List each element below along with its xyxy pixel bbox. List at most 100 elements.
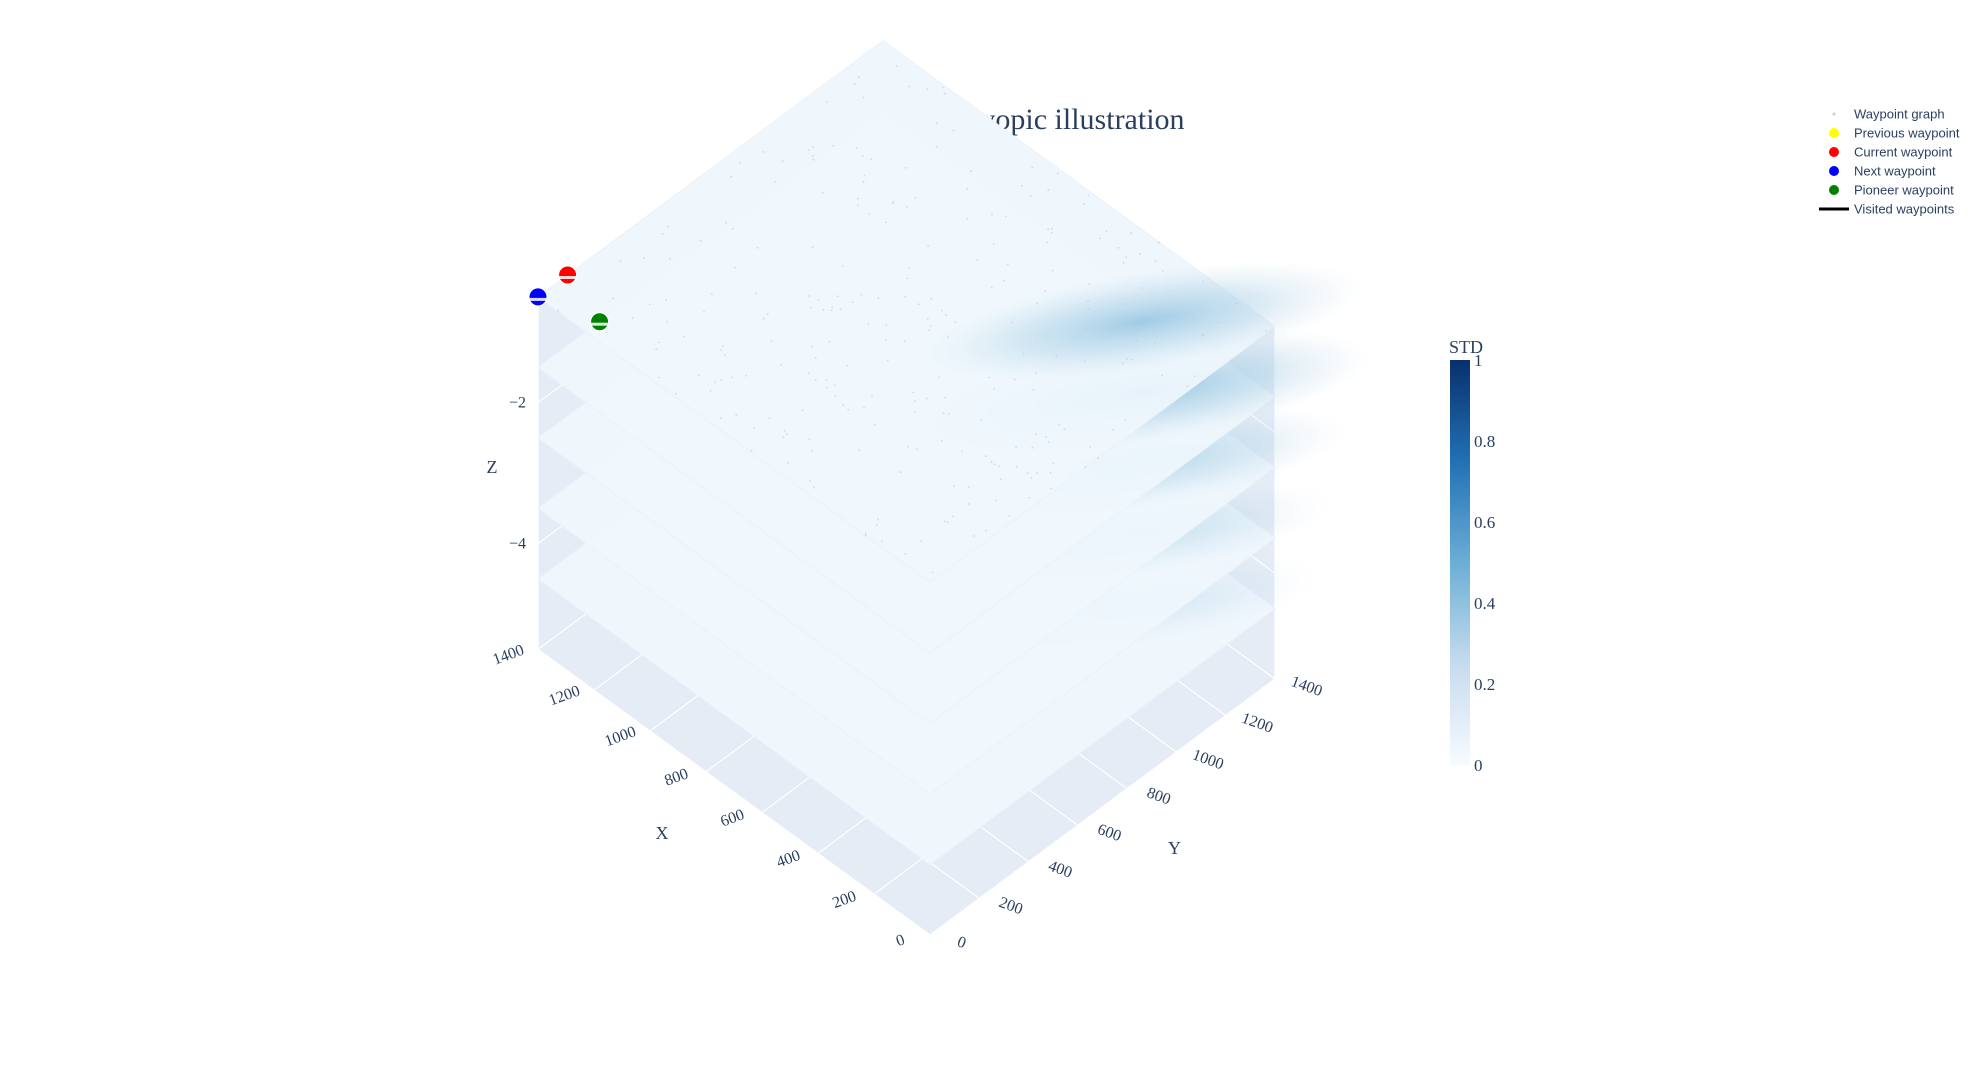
waypoint-graph-dot <box>739 161 741 164</box>
waypoint-graph-dot <box>612 297 615 300</box>
waypoint-graph-dot <box>770 340 773 343</box>
waypoint-graph-dot <box>699 239 702 242</box>
legend-item[interactable]: Previous waypoint <box>1829 126 1960 141</box>
waypoint-graph-dot <box>720 349 722 351</box>
waypoint-graph-dot <box>863 406 865 409</box>
slice-intersection <box>590 322 609 326</box>
waypoint-graph-dot <box>811 246 814 249</box>
legend-item[interactable]: Next waypoint <box>1829 164 1936 179</box>
current-waypoint-dot[interactable] <box>558 265 578 285</box>
waypoint-graph-dot <box>1202 280 1205 283</box>
legend-item[interactable]: Waypoint graph <box>1832 107 1945 122</box>
waypoint-graph-dot <box>648 303 651 306</box>
waypoint-graph-dot <box>1161 374 1163 377</box>
waypoint-graph-dot <box>1056 172 1059 175</box>
pioneer-waypoint-marker[interactable] <box>590 312 610 332</box>
waypoint-graph-dot <box>1153 342 1156 345</box>
waypoint-graph-dot <box>669 257 671 260</box>
legend[interactable]: Waypoint graph Previous waypoint Current w… <box>1819 107 1960 217</box>
waypoint-graph-dot <box>809 306 812 309</box>
waypoint-graph-dot <box>766 313 769 316</box>
legend-marker <box>1829 128 1839 138</box>
z-axis-title: Z <box>487 457 498 477</box>
waypoint-graph-dot <box>1035 433 1037 436</box>
waypoint-graph-dot <box>661 232 664 235</box>
waypoint-graph-dot <box>952 129 955 132</box>
waypoint-graph-dot <box>861 155 864 158</box>
waypoint-graph-dot <box>720 417 722 419</box>
waypoint-graph-dot <box>993 387 996 390</box>
waypoint-graph-dot <box>810 345 813 348</box>
waypoint-graph-dot <box>724 354 726 356</box>
waypoint-graph-dot <box>1117 246 1120 249</box>
legend-item[interactable]: Visited waypoints <box>1819 202 1955 217</box>
waypoint-graph-dot <box>860 293 863 296</box>
plot-scene[interactable]: 0 200 400 600 800 1000 1200 1400 0 200 400 600 800 10… <box>487 40 1379 952</box>
waypoint-graph-dot <box>968 486 970 488</box>
current-waypoint-marker[interactable] <box>558 265 578 285</box>
waypoint-graph-dot <box>1035 372 1038 374</box>
waypoint-graph-dot <box>908 85 911 88</box>
waypoint-graph-dot <box>814 356 817 359</box>
waypoint-graph-dot <box>1192 317 1194 319</box>
waypoint-graph-dot <box>946 521 949 524</box>
waypoint-graph-dot <box>709 389 712 392</box>
legend-label: Current waypoint <box>1854 145 1953 160</box>
waypoint-graph-dot <box>1031 166 1034 169</box>
waypoint-graph-dot <box>1020 184 1023 187</box>
waypoint-graph-dot <box>943 92 946 95</box>
waypoint-graph-dot <box>1158 241 1160 244</box>
waypoint-graph-dot <box>1047 189 1050 192</box>
waypoint-graph-dot <box>906 277 909 280</box>
waypoint-graph-dot <box>1005 215 1007 218</box>
waypoint-graph-dot <box>711 293 713 295</box>
waypoint-graph-dot <box>857 204 859 207</box>
waypoint-graph-dot <box>1083 203 1085 205</box>
slice-intersection <box>558 276 577 279</box>
waypoint-graph-dot <box>811 155 814 157</box>
next-waypoint-dot[interactable] <box>528 287 548 307</box>
waypoint-graph-dot <box>1026 472 1029 474</box>
x-axis-title: X <box>656 823 669 843</box>
waypoint-graph-dot <box>918 303 920 306</box>
legend-marker <box>1829 147 1839 157</box>
waypoint-graph-dot <box>813 486 815 488</box>
waypoint-graph-dot <box>1087 300 1089 303</box>
waypoint-graph-dot <box>812 158 815 161</box>
waypoint-graph-dot <box>999 478 1002 480</box>
waypoint-graph-dot <box>992 243 995 245</box>
waypoint-graph-dot <box>867 322 870 325</box>
waypoint-graph-dot <box>1011 321 1014 324</box>
waypoint-graph-dot <box>762 151 765 153</box>
next-waypoint-marker[interactable] <box>528 287 548 307</box>
x-tick-label: 1200 <box>547 683 583 710</box>
legend-marker <box>1829 166 1839 176</box>
colorbar: STD 0 0.2 0.4 0.6 0.8 1 <box>1449 337 1496 775</box>
waypoint-graph-dot <box>993 463 996 466</box>
waypoint-graph-dot <box>735 413 738 416</box>
waypoint-graph-dot <box>877 518 880 521</box>
legend-item[interactable]: Current waypoint <box>1829 145 1953 160</box>
pioneer-waypoint-dot[interactable] <box>590 312 610 332</box>
legend-item[interactable]: Pioneer waypoint <box>1829 183 1954 198</box>
waypoint-graph-dot <box>920 540 922 543</box>
waypoint-graph-dot <box>875 523 878 526</box>
waypoint-graph-dot <box>814 379 817 381</box>
waypoint-graph-dot <box>1130 232 1133 235</box>
waypoint-graph-dot <box>730 175 733 178</box>
grid-y <box>537 296 931 936</box>
waypoint-graph-dot <box>1084 466 1087 468</box>
y-tick-label: 200 <box>997 894 1025 918</box>
waypoint-graph-dot <box>1097 456 1099 459</box>
waypoint-graph-dot <box>966 217 969 220</box>
waypoint-graph-dot <box>1139 253 1142 256</box>
z-tick-label: −4 <box>509 536 526 553</box>
waypoint-graph-dot <box>1051 269 1054 272</box>
waypoint-graph-dot <box>948 413 950 415</box>
waypoint-graph-dot <box>1089 446 1091 448</box>
waypoint-graph-dot <box>862 96 865 99</box>
waypoint-graph-dot <box>834 394 837 397</box>
waypoint-graph-dot <box>783 429 786 432</box>
legend-marker <box>1829 185 1839 195</box>
